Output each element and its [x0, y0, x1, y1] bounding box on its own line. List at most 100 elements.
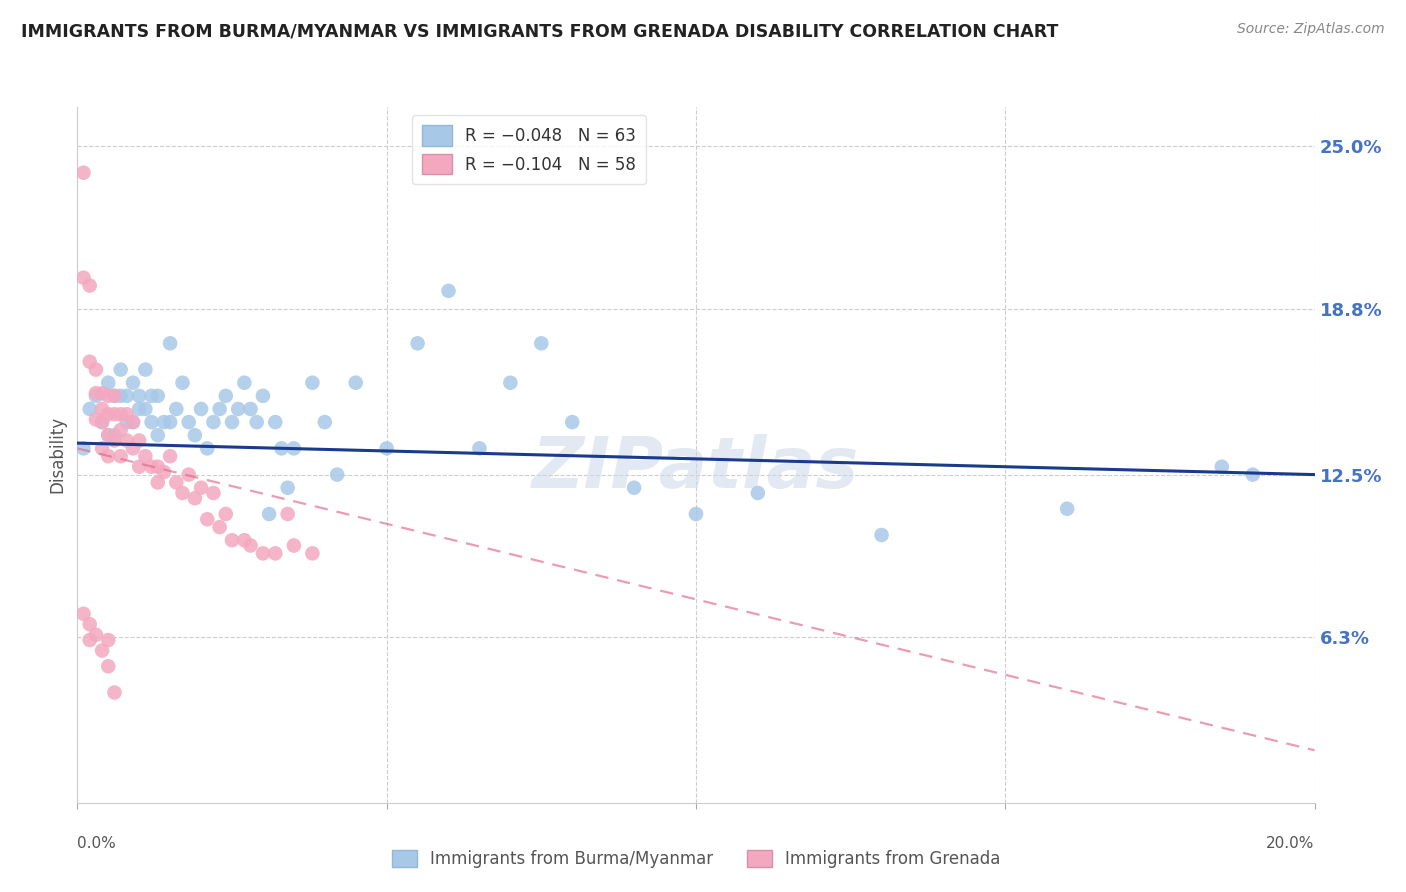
- Point: [202, 415, 225, 429]
- Point: [103, 407, 125, 421]
- Point: [301, 546, 323, 560]
- Point: [252, 546, 274, 560]
- Point: [159, 415, 181, 429]
- Point: [246, 415, 269, 429]
- Point: [110, 407, 132, 421]
- Text: IMMIGRANTS FROM BURMA/MYANMAR VS IMMIGRANTS FROM GRENADA DISABILITY CORRELATION : IMMIGRANTS FROM BURMA/MYANMAR VS IMMIGRA…: [21, 22, 1059, 40]
- Point: [97, 428, 120, 442]
- Point: [91, 415, 114, 429]
- Point: [91, 386, 114, 401]
- Point: [437, 284, 460, 298]
- Point: [270, 442, 292, 456]
- Point: [195, 512, 218, 526]
- Point: [239, 401, 262, 416]
- Point: [314, 415, 336, 429]
- Point: [97, 389, 120, 403]
- Point: [177, 467, 200, 482]
- Point: [326, 467, 349, 482]
- Point: [215, 507, 238, 521]
- Point: [283, 539, 305, 553]
- Point: [283, 442, 305, 456]
- Point: [277, 507, 299, 521]
- Point: [122, 415, 145, 429]
- Point: [257, 507, 280, 521]
- Point: [115, 407, 138, 421]
- Point: [159, 449, 181, 463]
- Point: [79, 401, 101, 416]
- Point: [128, 389, 150, 403]
- Point: [406, 336, 429, 351]
- Point: [97, 428, 120, 442]
- Point: [468, 442, 491, 456]
- Point: [79, 278, 101, 293]
- Point: [141, 415, 163, 429]
- Point: [122, 376, 145, 390]
- Point: [1211, 459, 1233, 474]
- Point: [141, 389, 163, 403]
- Point: [233, 533, 256, 548]
- Point: [226, 401, 249, 416]
- Point: [115, 415, 138, 429]
- Point: [172, 376, 194, 390]
- Point: [159, 336, 181, 351]
- Point: [870, 528, 893, 542]
- Point: [91, 643, 114, 657]
- Point: [190, 481, 212, 495]
- Point: [72, 166, 94, 180]
- Point: [103, 685, 125, 699]
- Point: [128, 434, 150, 448]
- Point: [153, 415, 176, 429]
- Point: [84, 412, 107, 426]
- Point: [141, 459, 163, 474]
- Point: [146, 428, 169, 442]
- Point: [277, 481, 299, 495]
- Point: [530, 336, 553, 351]
- Y-axis label: Disability: Disability: [48, 417, 66, 493]
- Point: [110, 362, 132, 376]
- Point: [375, 442, 398, 456]
- Point: [208, 401, 231, 416]
- Point: [115, 389, 138, 403]
- Point: [344, 376, 367, 390]
- Point: [72, 270, 94, 285]
- Point: [103, 389, 125, 403]
- Point: [84, 386, 107, 401]
- Point: [264, 546, 287, 560]
- Point: [165, 475, 187, 490]
- Point: [128, 401, 150, 416]
- Text: 0.0%: 0.0%: [77, 836, 117, 851]
- Text: ZIPatlas: ZIPatlas: [533, 434, 859, 503]
- Point: [103, 434, 125, 448]
- Point: [177, 415, 200, 429]
- Point: [97, 376, 120, 390]
- Point: [146, 475, 169, 490]
- Point: [146, 389, 169, 403]
- Point: [134, 449, 156, 463]
- Point: [146, 459, 169, 474]
- Point: [115, 434, 138, 448]
- Point: [110, 389, 132, 403]
- Point: [79, 617, 101, 632]
- Point: [91, 415, 114, 429]
- Point: [190, 401, 212, 416]
- Point: [91, 401, 114, 416]
- Point: [1056, 501, 1078, 516]
- Point: [72, 607, 94, 621]
- Point: [110, 449, 132, 463]
- Point: [103, 428, 125, 442]
- Point: [79, 633, 101, 648]
- Point: [134, 401, 156, 416]
- Point: [122, 415, 145, 429]
- Point: [623, 481, 645, 495]
- Point: [747, 486, 769, 500]
- Legend: Immigrants from Burma/Myanmar, Immigrants from Grenada: Immigrants from Burma/Myanmar, Immigrant…: [385, 843, 1007, 874]
- Point: [172, 486, 194, 500]
- Point: [264, 415, 287, 429]
- Point: [97, 449, 120, 463]
- Point: [79, 355, 101, 369]
- Point: [128, 459, 150, 474]
- Point: [1241, 467, 1264, 482]
- Point: [97, 659, 120, 673]
- Point: [499, 376, 522, 390]
- Point: [301, 376, 323, 390]
